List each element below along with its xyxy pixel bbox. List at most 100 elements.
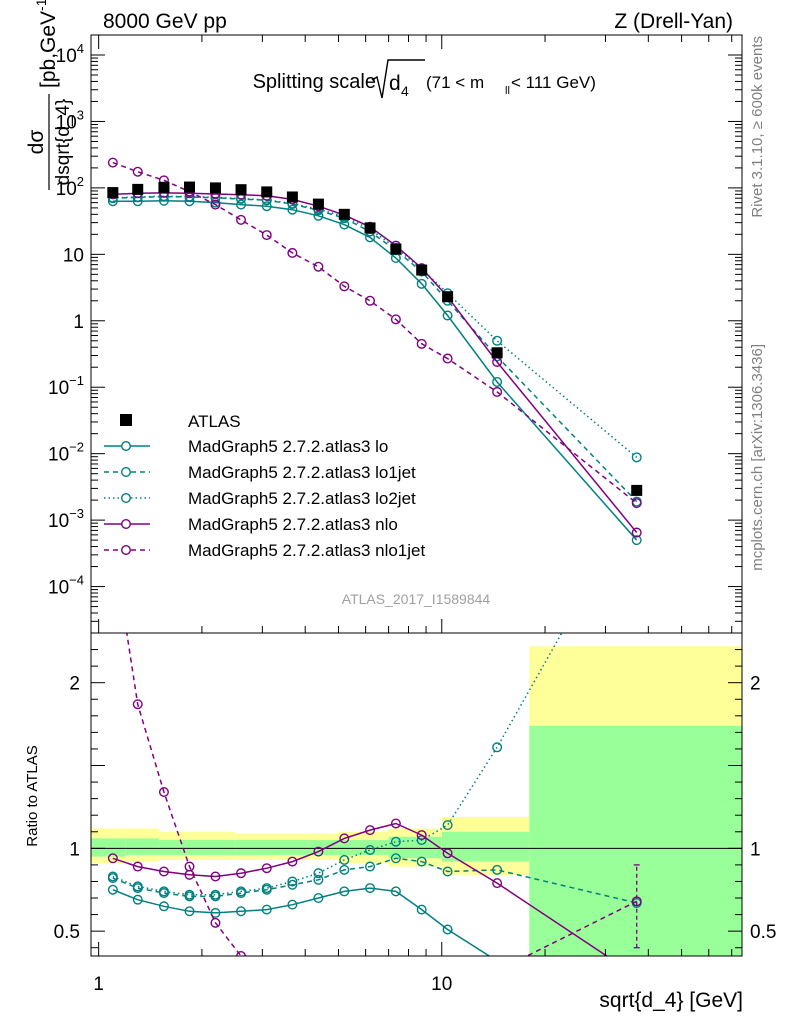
data-point-9 bbox=[338, 208, 350, 220]
data-point-12 bbox=[416, 264, 428, 276]
y-tick-label-main-5: 10−1 bbox=[48, 373, 84, 399]
main-marker-s4-p1 bbox=[132, 166, 143, 177]
ratio-marker-s0-p10 bbox=[365, 883, 376, 894]
ratio-marker-s0-p2 bbox=[158, 901, 169, 912]
ratio-marker-s0-p1 bbox=[132, 894, 143, 905]
legend-marker-3 bbox=[120, 519, 131, 530]
data-point-11 bbox=[390, 243, 402, 255]
ratio-marker-s0-p3 bbox=[184, 906, 195, 917]
ratio-marker-s0-p7 bbox=[287, 899, 298, 910]
sqrt-sign-icon bbox=[371, 59, 425, 99]
y-tick-label-main-6: 10−2 bbox=[48, 440, 84, 466]
x-axis-label: sqrt{d_4} [GeV] bbox=[599, 989, 743, 1012]
main-marker-s0-p12 bbox=[416, 278, 427, 289]
y-tick-label-main-3: 10 bbox=[63, 245, 84, 266]
ratio-marker-s2-p1 bbox=[132, 881, 143, 892]
data-point-4 bbox=[209, 182, 221, 194]
ratio-marker-s1-p13 bbox=[442, 866, 453, 877]
legend-label-0: MadGraph5 2.7.2.atlas3 lo bbox=[188, 437, 388, 456]
main-marker-s0-p14 bbox=[492, 376, 503, 387]
ratio-marker-s4-p3 bbox=[184, 861, 195, 872]
main-marker-s4-p0 bbox=[107, 157, 118, 168]
ratio-marker-s4-p5 bbox=[236, 951, 247, 956]
ratio-marker-s0-p8 bbox=[313, 893, 324, 904]
data-point-6 bbox=[261, 186, 273, 198]
ratio-marker-s2-p2 bbox=[158, 886, 169, 897]
y-tick-label-ratio-left-2: 2 bbox=[69, 674, 80, 695]
ratio-marker-s3-p6 bbox=[261, 863, 272, 874]
data-point-2 bbox=[158, 181, 170, 193]
band-stat-2 bbox=[159, 840, 236, 855]
ylabel-numerator: dσ bbox=[25, 130, 48, 155]
y-tick-label-main-1: 103 bbox=[56, 107, 84, 133]
ratio-marker-s3-p11 bbox=[390, 818, 401, 829]
legend-label-3: MadGraph5 2.7.2.atlas3 nlo bbox=[188, 515, 398, 534]
ratio-marker-s1-p11 bbox=[390, 853, 401, 864]
ratio-marker-s2-p0 bbox=[107, 871, 118, 882]
main-marker-s2-p14 bbox=[492, 335, 503, 346]
ratio-marker-s0-p0 bbox=[107, 884, 118, 895]
ratio-marker-s0-p6 bbox=[261, 904, 272, 915]
ratio-marker-s3-p0 bbox=[107, 853, 118, 864]
ratio-marker-s0-p9 bbox=[339, 886, 350, 897]
ratio-marker-s1-p10 bbox=[365, 861, 376, 872]
data-point-15 bbox=[631, 484, 643, 496]
legend-marker-4 bbox=[120, 545, 131, 556]
data-point-14 bbox=[491, 347, 503, 359]
ratio-marker-s2-p10 bbox=[365, 844, 376, 855]
data-point-3 bbox=[184, 181, 196, 193]
main-marker-s4-p13 bbox=[442, 353, 453, 364]
ratio-marker-s2-p13 bbox=[442, 820, 453, 831]
ratio-marker-s0-p14 bbox=[496, 955, 498, 956]
band-stat-0 bbox=[91, 838, 126, 857]
legend-label-4: MadGraph5 2.7.2.atlas3 nlo1jet bbox=[188, 541, 425, 560]
ratio-marker-s3-p2 bbox=[158, 866, 169, 877]
title-main: Splitting scale bbox=[253, 71, 376, 93]
legend: ATLAS MadGraph5 2.7.2.atlas3 lo MadGraph5 … bbox=[104, 412, 425, 560]
y-tick-label-ratio-left-1: 1 bbox=[69, 839, 80, 860]
main-marker-s4-p12 bbox=[416, 338, 427, 349]
data-point-1 bbox=[132, 183, 144, 195]
title-cut-subscript: ll bbox=[505, 85, 510, 97]
main-marker-s0-p13 bbox=[442, 310, 453, 321]
main-marker-s0-p7 bbox=[287, 204, 298, 215]
x-tick-label-0: 1 bbox=[93, 974, 104, 995]
ratio-marker-s0-p12 bbox=[416, 904, 427, 915]
ylabel-denominator: dsqrt{d_4} bbox=[53, 99, 74, 186]
chart-title: Splitting scale d 4 (71 < m ll < 111 GeV… bbox=[253, 59, 596, 99]
ratio-marker-s1-p8 bbox=[313, 874, 324, 885]
title-symbol-subscript: 4 bbox=[401, 83, 409, 99]
ratio-series-line-3 bbox=[112, 822, 609, 956]
analysis-watermark: ATLAS_2017_I1589844 bbox=[342, 591, 491, 607]
ratio-marker-s2-p14 bbox=[492, 742, 503, 753]
ratio-y-axis-label: Ratio to ATLAS bbox=[24, 745, 41, 846]
legend-label-data: ATLAS bbox=[188, 412, 241, 431]
main-series-line-2 bbox=[112, 195, 638, 458]
ratio-marker-s3-p7 bbox=[287, 856, 298, 867]
y-tick-label-ratio-right-2: 2 bbox=[750, 674, 761, 695]
main-series-line-0 bbox=[112, 200, 638, 541]
main-marker-s4-p6 bbox=[261, 230, 272, 241]
ratio-marker-s3-p10 bbox=[365, 825, 376, 836]
main-marker-s3-p15 bbox=[631, 527, 642, 538]
legend-label-1: MadGraph5 2.7.2.atlas3 lo1jet bbox=[188, 463, 416, 482]
ratio-marker-s0-p5 bbox=[236, 906, 247, 917]
ratio-marker-s3-p1 bbox=[132, 861, 143, 872]
ratio-marker-s4-p4 bbox=[210, 917, 221, 928]
ratio-marker-s3-p12 bbox=[416, 830, 427, 841]
main-marker-s2-p15 bbox=[631, 452, 642, 463]
y-tick-label-ratio-right-1: 1 bbox=[750, 839, 761, 860]
y-tick-label-main-8: 10−4 bbox=[48, 573, 84, 599]
ratio-marker-s3-p9 bbox=[339, 833, 350, 844]
data-point-10 bbox=[364, 222, 376, 234]
ratio-marker-s4-p2 bbox=[158, 787, 169, 798]
title-cut-open: (71 < m bbox=[426, 73, 484, 92]
ratio-marker-s2-p6 bbox=[261, 883, 272, 894]
main-y-axis-label: dσ dsqrt{d_4} [pb,GeV-1] bbox=[25, 0, 74, 190]
legend-label-2: MadGraph5 2.7.2.atlas3 lo2jet bbox=[188, 489, 416, 508]
ratio-marker-s0-p4 bbox=[210, 907, 221, 918]
main-marker-s4-p11 bbox=[390, 314, 401, 325]
ratio-marker-s4-p1 bbox=[132, 699, 143, 710]
rivet-version-label: Rivet 3.1.10, ≥ 600k events bbox=[749, 36, 766, 218]
main-series-line-3 bbox=[112, 192, 638, 533]
